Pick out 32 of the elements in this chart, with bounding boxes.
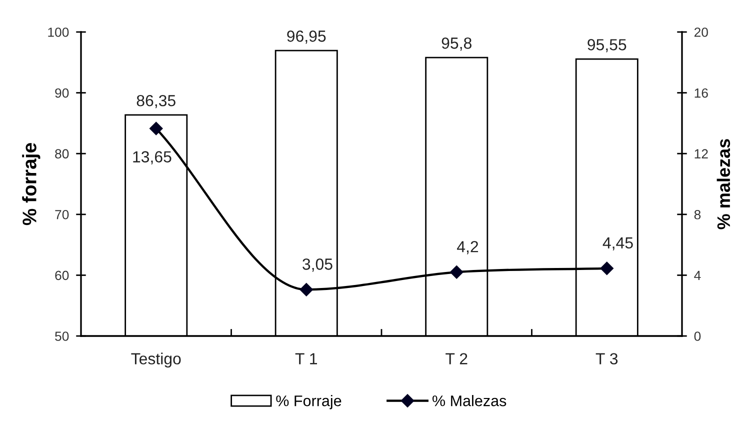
y-tick-label: 80 [55, 149, 69, 159]
y2-tick-label: 20 [694, 28, 708, 37]
data-label: 96,95 [287, 30, 326, 44]
x-tick-label: Testigo [131, 352, 181, 368]
y2-tick-label: 16 [694, 88, 708, 98]
data-label: 3,05 [302, 258, 332, 272]
point [600, 262, 614, 275]
point [450, 266, 464, 279]
x-tick-label: T 1 [295, 353, 317, 364]
x-tick-label: T 3 [596, 353, 618, 364]
y2-axis-title: % malezas [716, 139, 730, 230]
point [150, 122, 163, 136]
legend-label: % Malezas [432, 395, 506, 406]
data-label: 86,35 [136, 94, 176, 108]
data-label: 13,65 [133, 151, 172, 164]
y2-tick-label: 0 [694, 332, 701, 341]
y-tick-label: 100 [48, 28, 69, 37]
data-label: 4,45 [602, 237, 633, 250]
y-tick-label: 50 [55, 332, 69, 341]
y-tick-label: 70 [55, 210, 69, 220]
y-tick-label: 60 [55, 270, 69, 280]
x-tick-label: T 2 [446, 353, 468, 364]
data-label: 95,8 [442, 38, 472, 51]
legend-label: % Forraje [276, 395, 342, 410]
y2-tick-label: 12 [694, 149, 708, 158]
y2-tick-label: 4 [694, 270, 701, 280]
y2-tick-label: 8 [694, 210, 701, 220]
data-label: 4,2 [457, 241, 478, 254]
y-tick-label: 90 [55, 88, 69, 98]
y-axis-title: % forraje [22, 143, 40, 226]
data-label: 95,55 [588, 39, 626, 52]
point [300, 283, 313, 296]
